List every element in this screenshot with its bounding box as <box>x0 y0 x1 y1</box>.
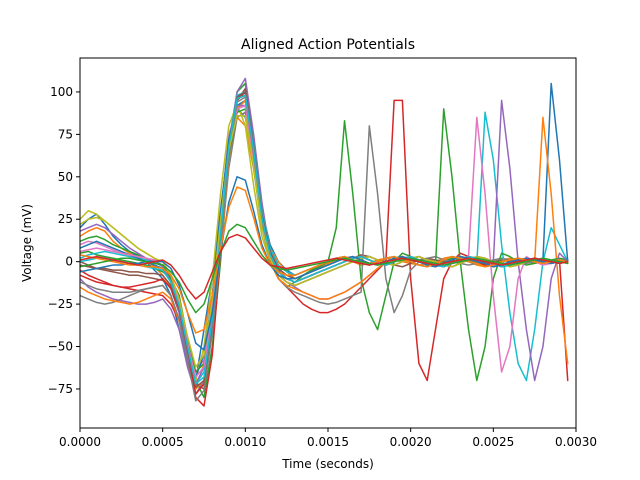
y-tick-label: 75 <box>58 127 73 141</box>
y-tick-label: −75 <box>48 382 73 396</box>
axes-frame <box>79 57 577 429</box>
y-tick-label: 25 <box>58 212 73 226</box>
y-tick-label: 100 <box>50 85 73 99</box>
series-line-3 <box>80 91 569 407</box>
series-line-20 <box>80 176 569 351</box>
x-axis-ticks: 0.0000 0.0005 0.0010 0.0015 0.0020 0.0025 0.00… <box>59 428 597 449</box>
x-tick-label: 0.0025 <box>472 435 514 449</box>
x-tick-label: 0.0030 <box>555 435 597 449</box>
series-line-21 <box>80 186 569 334</box>
series-line-23 <box>80 233 569 300</box>
y-tick-label: −50 <box>48 340 73 354</box>
y-tick-label: 50 <box>58 170 73 184</box>
x-axis-label: Time (seconds) <box>281 457 374 471</box>
x-tick-label: 0.0005 <box>142 435 184 449</box>
series-line-22 <box>80 223 569 314</box>
traces-group <box>80 77 569 407</box>
y-axis-ticks: −75 −50 −25 0 25 50 75 100 <box>48 85 80 396</box>
x-tick-label: 0.0010 <box>224 435 266 449</box>
y-axis-label: Voltage (mV) <box>20 204 34 282</box>
y-tick-label: −25 <box>48 297 73 311</box>
y-tick-label: 0 <box>65 255 73 269</box>
x-tick-label: 0.0020 <box>390 435 432 449</box>
x-tick-label: 0.0015 <box>307 435 349 449</box>
chart-title: Aligned Action Potentials <box>241 37 415 53</box>
x-tick-label: 0.0000 <box>59 435 101 449</box>
